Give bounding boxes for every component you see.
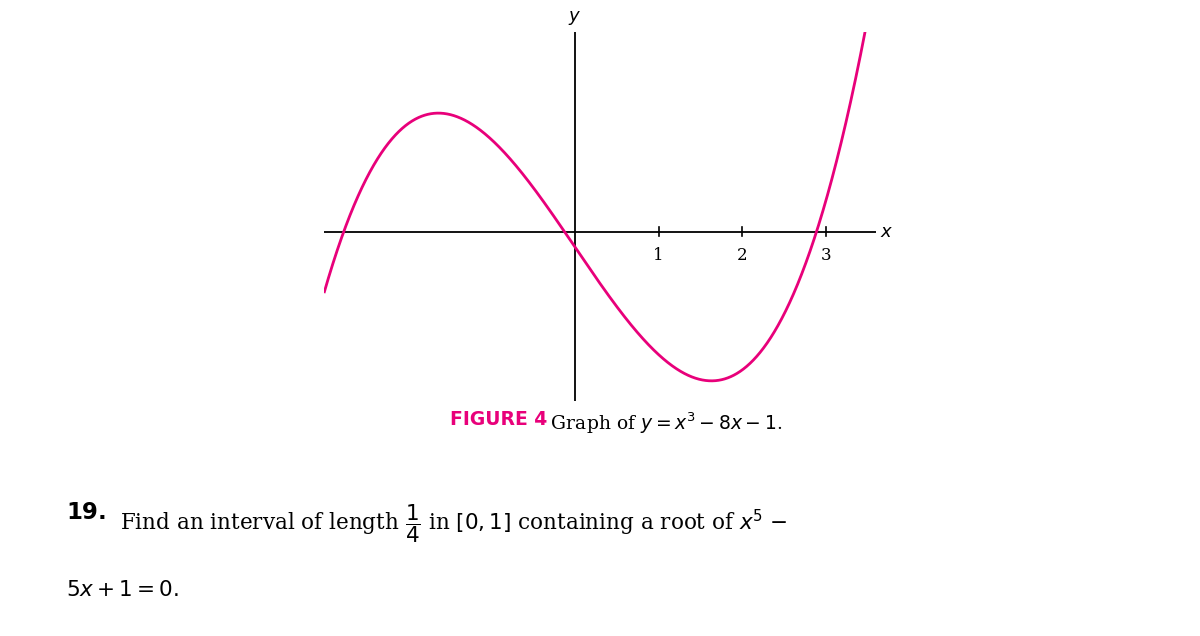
Text: $x$: $x$ — [880, 223, 894, 240]
Text: $y$: $y$ — [569, 9, 582, 27]
Text: 1: 1 — [653, 247, 664, 264]
Text: FIGURE 4: FIGURE 4 — [450, 410, 547, 429]
Text: 3: 3 — [821, 247, 832, 264]
Text: 2: 2 — [737, 247, 748, 264]
Text: Graph of $y = x^3 - 8x - 1$.: Graph of $y = x^3 - 8x - 1$. — [539, 410, 782, 436]
Text: $5x + 1 = 0.$: $5x + 1 = 0.$ — [66, 579, 179, 601]
Text: $\mathbf{19.}$: $\mathbf{19.}$ — [66, 502, 107, 525]
Text: Find an interval of length $\dfrac{1}{4}$ in $[0, 1]$ containing a root of $x^5$: Find an interval of length $\dfrac{1}{4}… — [120, 502, 787, 545]
